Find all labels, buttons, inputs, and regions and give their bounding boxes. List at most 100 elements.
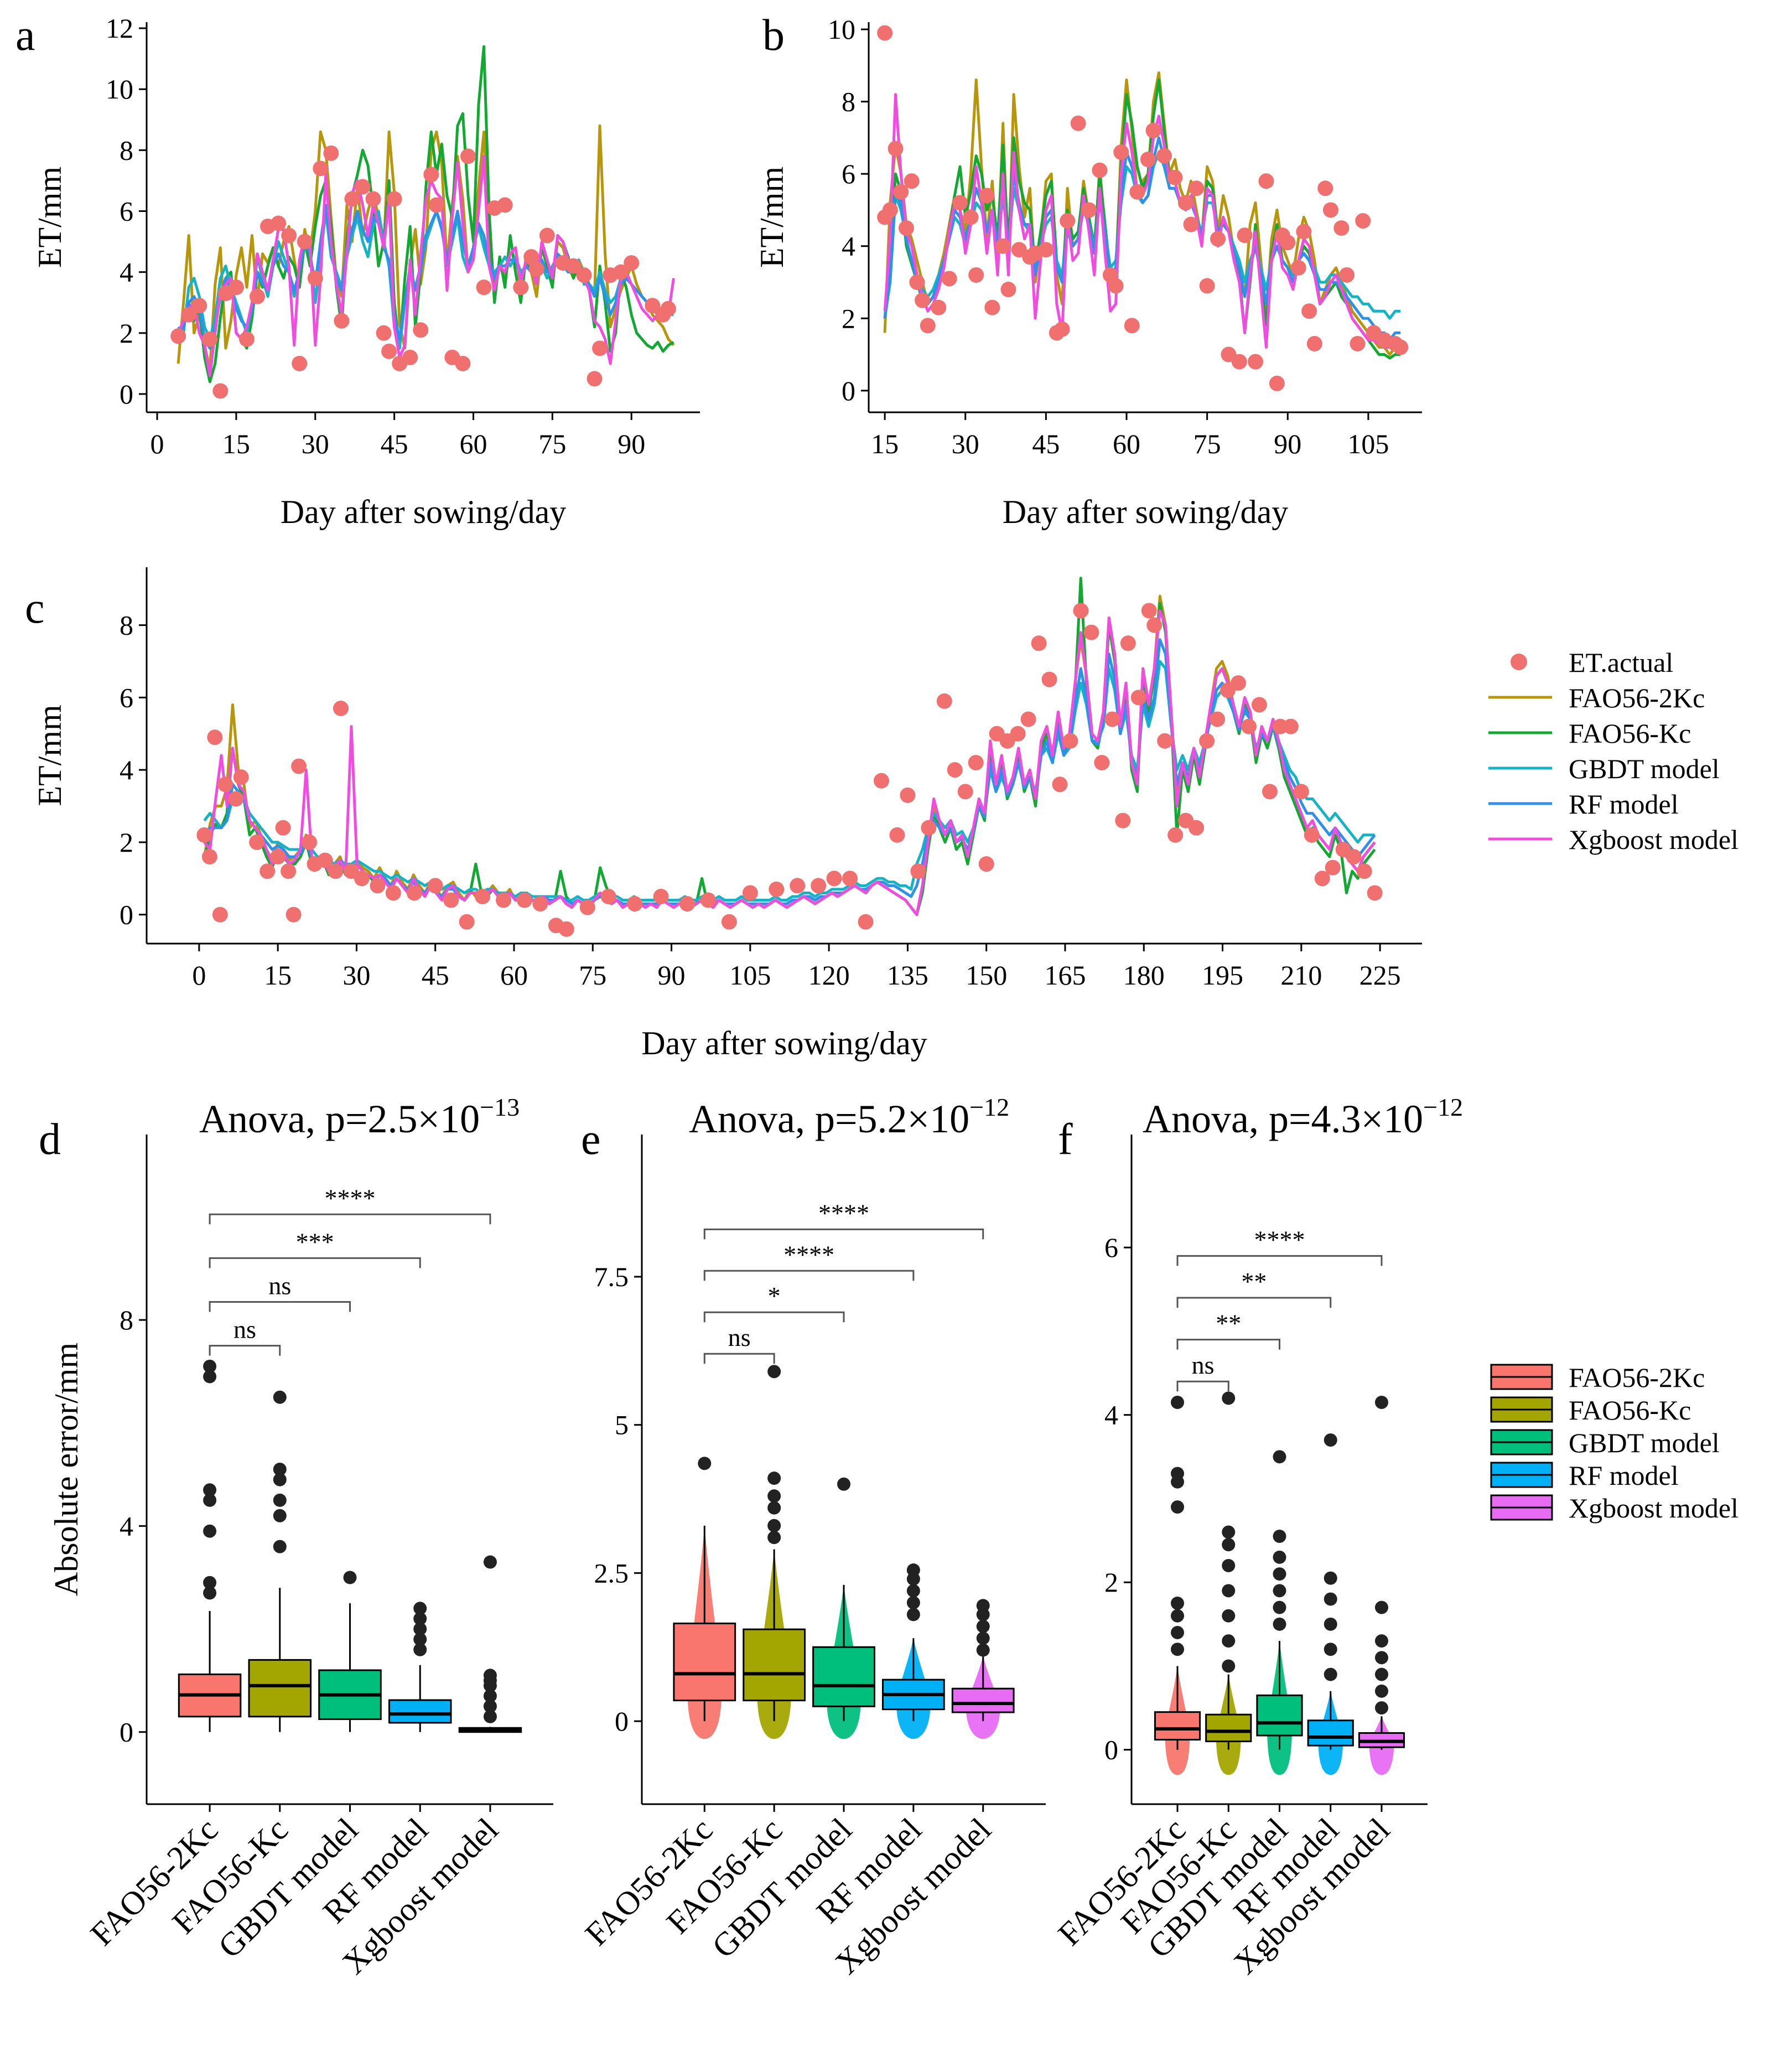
actual-point	[228, 279, 244, 296]
bracket-line	[1176, 1255, 1383, 1266]
panel-letter: e	[581, 1115, 601, 1164]
actual-point	[558, 921, 574, 937]
actual-point	[1339, 267, 1355, 283]
actual-point	[1020, 711, 1036, 727]
outlier-point	[273, 1493, 287, 1507]
x-tick-label: 30	[952, 428, 979, 459]
y-tick-label: 0	[120, 899, 133, 930]
legend-item: Xgboost model	[1490, 1493, 1739, 1524]
actual-point	[376, 325, 392, 341]
x-tick-label: 45	[422, 960, 449, 991]
outlier-point	[1324, 1617, 1337, 1631]
panel-a: 0 2 4 6 8 10 12 0 15 30 45 60 75 90 Day after sowing/d…	[15, 11, 700, 530]
bracket-line	[209, 1213, 491, 1225]
y-tick-label: 12	[106, 13, 133, 44]
actual-point	[721, 914, 737, 930]
outlier-point	[413, 1622, 427, 1636]
outlier-point	[413, 1643, 427, 1656]
series-gbdt-model	[203, 660, 1375, 902]
bracket-line	[209, 1345, 281, 1356]
bracket-line	[703, 1228, 984, 1240]
box-gbdt-model	[812, 1477, 875, 1739]
outlier-point	[1273, 1530, 1286, 1543]
actual-point	[1104, 711, 1120, 727]
actual-point	[1183, 216, 1199, 232]
actual-point	[413, 322, 429, 338]
outlier-point	[1222, 1538, 1236, 1552]
actual-point	[475, 889, 491, 904]
chart-title-base: Anova, p=2.5×10	[199, 1097, 480, 1141]
actual-point	[889, 827, 905, 843]
outlier-point	[1374, 1651, 1388, 1665]
outlier-point	[1171, 1609, 1185, 1623]
outlier-point	[203, 1359, 217, 1373]
actual-point	[1120, 635, 1136, 651]
actual-point	[238, 331, 255, 347]
actual-point	[539, 227, 555, 244]
actual-point	[307, 270, 323, 286]
box-iqr	[248, 1659, 312, 1718]
actual-point	[957, 784, 973, 800]
outlier-point	[1324, 1433, 1337, 1447]
actual-point	[1130, 690, 1146, 706]
significance-label: ns	[268, 1272, 291, 1300]
actual-point	[1325, 859, 1341, 876]
significance-bracket: ****	[209, 1184, 491, 1225]
actual-point	[459, 914, 475, 930]
legend-label: GBDT model	[1569, 753, 1720, 784]
outlier-point	[343, 1571, 357, 1584]
x-tick-label: 195	[1202, 960, 1243, 991]
actual-point	[811, 878, 827, 894]
outlier-point	[203, 1576, 217, 1589]
x-tick-label: 210	[1280, 960, 1322, 991]
outlier-point	[203, 1524, 217, 1538]
outlier-point	[483, 1710, 497, 1723]
outlier-point	[203, 1370, 217, 1384]
actual-point	[1081, 202, 1097, 218]
panel-c: 0 2 4 6 8 0 15 30 45 60 75 90 105 120 135 150 165 180 195 2…	[25, 567, 1422, 1061]
y-tick-label: 0	[842, 375, 855, 406]
significance-bracket: ****	[1176, 1225, 1383, 1266]
actual-point	[904, 173, 920, 189]
x-tick-label: 150	[966, 960, 1007, 991]
actual-point	[1350, 335, 1366, 351]
outlier-point	[976, 1619, 990, 1633]
actual-point	[250, 288, 265, 304]
bracket-line	[703, 1311, 845, 1323]
outlier-point	[1273, 1567, 1286, 1581]
outlier-point	[1374, 1396, 1388, 1409]
actual-point	[1038, 242, 1054, 258]
actual-point	[920, 318, 936, 334]
actual-point	[1010, 726, 1026, 742]
box-gbdt-model	[1256, 1450, 1303, 1775]
significance-label: *	[768, 1282, 781, 1310]
actual-point	[565, 258, 582, 274]
bracket-line	[703, 1270, 915, 1281]
actual-point	[1199, 733, 1215, 749]
outlier-point	[1171, 1396, 1185, 1409]
bracket-line	[1176, 1380, 1229, 1392]
outlier-point	[413, 1612, 427, 1625]
actual-point	[217, 776, 233, 792]
panel-b: 0 2 4 6 8 10 15 30 45 60 75 90 105 Day after sowing/d…	[754, 11, 1422, 530]
legend-item: RF model	[1488, 789, 1679, 820]
actual-point	[281, 227, 297, 244]
actual-point	[1355, 213, 1371, 229]
y-axis-label: Absolute error/mm	[48, 1343, 85, 1596]
panel-letter: c	[25, 584, 45, 633]
actual-point	[1296, 224, 1312, 240]
actual-point	[212, 383, 229, 399]
actual-point	[428, 197, 444, 213]
actual-point	[1304, 827, 1320, 843]
significance-bracket: *	[703, 1282, 845, 1323]
actual-point	[1052, 776, 1068, 792]
actual-point	[286, 906, 302, 923]
actual-point	[1145, 122, 1161, 138]
actual-point	[613, 264, 629, 280]
y-tick-label: 7.5	[594, 1261, 629, 1292]
panel-letter: f	[1058, 1115, 1073, 1164]
box-rf-model	[881, 1563, 945, 1739]
legend-label: FAO56-2Kc	[1569, 682, 1705, 713]
